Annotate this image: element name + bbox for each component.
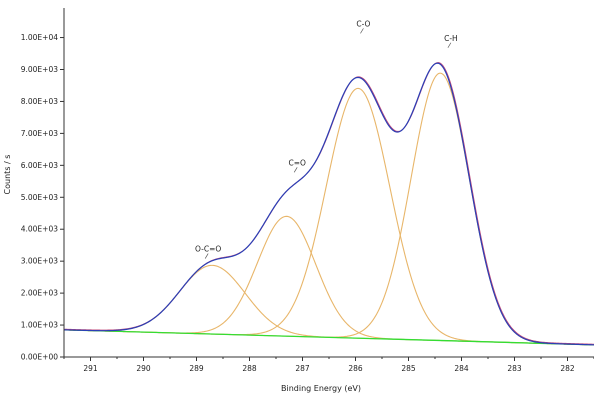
y-tick-label: 9.00E+03 (21, 65, 58, 74)
x-axis-title: Binding Energy (eV) (281, 384, 361, 393)
peak-label: O-C=O (195, 245, 221, 254)
peak-label: C=O (288, 158, 306, 167)
y-tick-label: 3.00E+03 (21, 257, 58, 266)
x-tick-label: 290 (136, 364, 151, 373)
y-tick-label: 0.00E+00 (21, 353, 58, 362)
y-tick-label: 1.00E+04 (21, 33, 58, 42)
x-tick-label: 284 (454, 364, 469, 373)
peak-label: C-O (356, 19, 370, 28)
envelope-fit-curve (63, 62, 594, 346)
x-tick-label: 285 (401, 364, 416, 373)
y-tick-label: 7.00E+03 (21, 129, 58, 138)
peak-component-curve (63, 72, 594, 346)
y-tick-label: 5.00E+03 (21, 193, 58, 202)
y-tick-label: 8.00E+03 (21, 97, 58, 106)
raw-data-curve (64, 62, 594, 345)
peak-label-leader (447, 42, 452, 48)
x-tick-label: 283 (507, 364, 522, 373)
x-tick-label: 287 (295, 364, 310, 373)
x-axis-ticks: 291 290 289 288 287 286 285 284 283 282 (63, 357, 594, 373)
y-tick-label: 6.00E+03 (21, 161, 58, 170)
peak-labels: O-C=O C=O C-O C-H (195, 19, 458, 259)
y-axis-title: Counts / s (3, 155, 12, 195)
x-tick-label: 291 (83, 364, 98, 373)
peak-label: C-H (444, 34, 458, 43)
x-tick-label: 282 (560, 364, 575, 373)
peak-label-leader (204, 253, 209, 259)
y-axis-ticks: 0.00E+00 1.00E+03 2.00E+03 3.00E+03 4.00E+03… (21, 33, 64, 362)
background-line (63, 329, 594, 346)
x-tick-label: 289 (189, 364, 204, 373)
peak-label-leader (293, 167, 298, 173)
x-tick-label: 288 (242, 364, 257, 373)
y-tick-label: 2.00E+03 (21, 289, 58, 298)
peak-component-curve (63, 87, 594, 346)
y-tick-label: 4.00E+03 (21, 225, 58, 234)
peak-component-curve (63, 215, 594, 346)
y-tick-label: 1.00E+03 (21, 321, 58, 330)
plot-curves (63, 62, 594, 346)
peak-label-leader (360, 28, 364, 34)
x-tick-label: 286 (348, 364, 363, 373)
